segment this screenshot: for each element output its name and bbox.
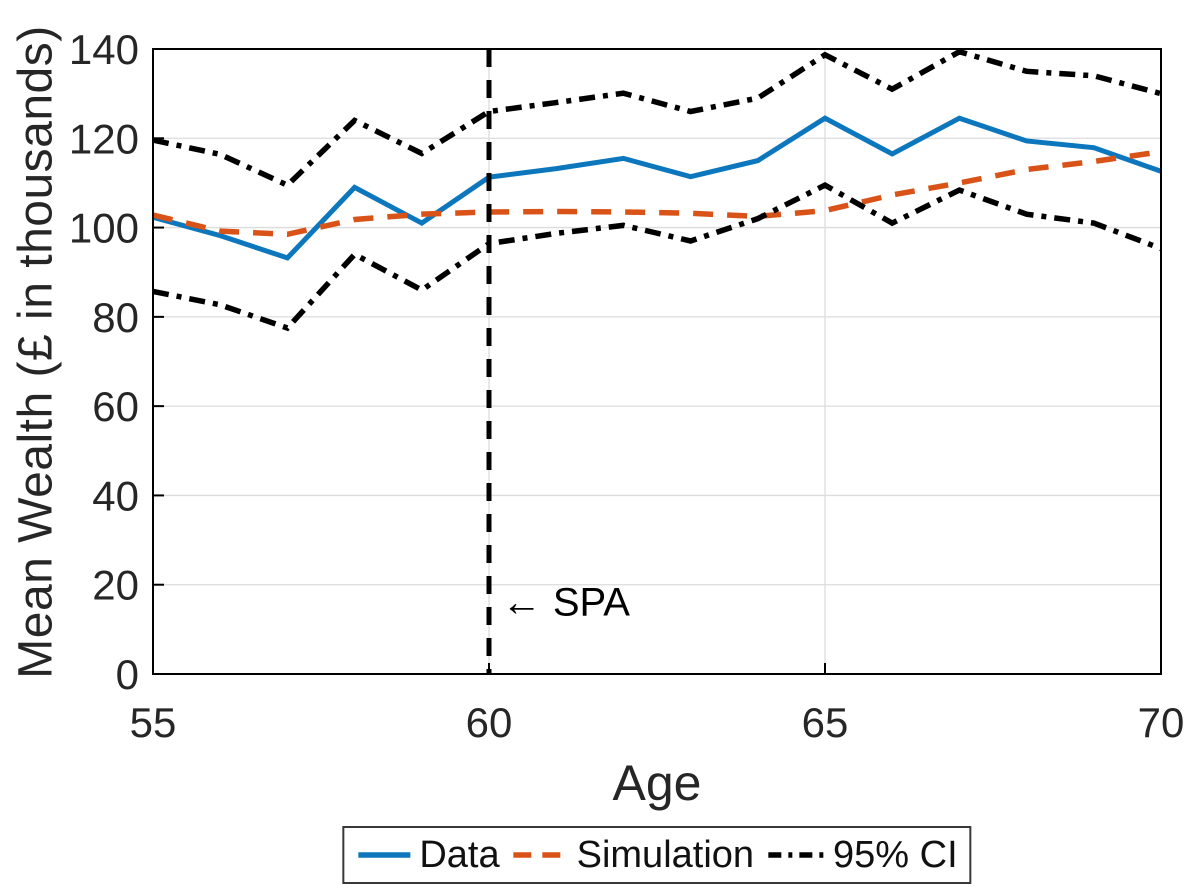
legend-label-ci: 95% CI [833, 833, 958, 876]
y-tick-label: 20 [92, 562, 139, 609]
ci-line-sample-icon [768, 852, 825, 858]
y-axis-label: Mean Wealth (£ in thousands) [9, 25, 63, 679]
legend-item-data: Data [356, 833, 500, 877]
data-line-sample-icon [358, 852, 411, 858]
plot-border [152, 48, 1162, 675]
y-tick-label: 60 [92, 383, 139, 430]
legend-item-ci: 95% CI [766, 834, 958, 877]
simulation-line-sample-icon [513, 852, 568, 858]
x-tick-label: 55 [130, 699, 177, 746]
legend-item-simulation: Simulation [512, 834, 754, 877]
y-tick-label: 0 [116, 651, 139, 698]
spa-annotation: ← SPA [502, 581, 631, 625]
x-tick-label: 70 [1138, 699, 1185, 746]
y-tick-label: 140 [69, 26, 139, 73]
data-line [153, 115, 1161, 261]
simulation-line [153, 148, 1161, 238]
y-tick-label: 40 [92, 472, 139, 519]
x-tick-label: 65 [802, 699, 849, 746]
y-tick-label: 80 [92, 294, 139, 341]
95-ci-lower-line [153, 182, 1161, 332]
x-axis-label: Age [612, 755, 702, 811]
x-tick-label: 60 [466, 699, 513, 746]
95-ci-upper-line [153, 49, 1161, 189]
legend-label-data: Data [419, 833, 500, 876]
y-tick-label: 100 [69, 205, 139, 252]
series-group [153, 49, 1161, 332]
y-tick-label: 120 [69, 115, 139, 162]
legend: Data Simulation 95% CI [342, 826, 972, 884]
legend-label-simulation: Simulation [576, 833, 755, 876]
